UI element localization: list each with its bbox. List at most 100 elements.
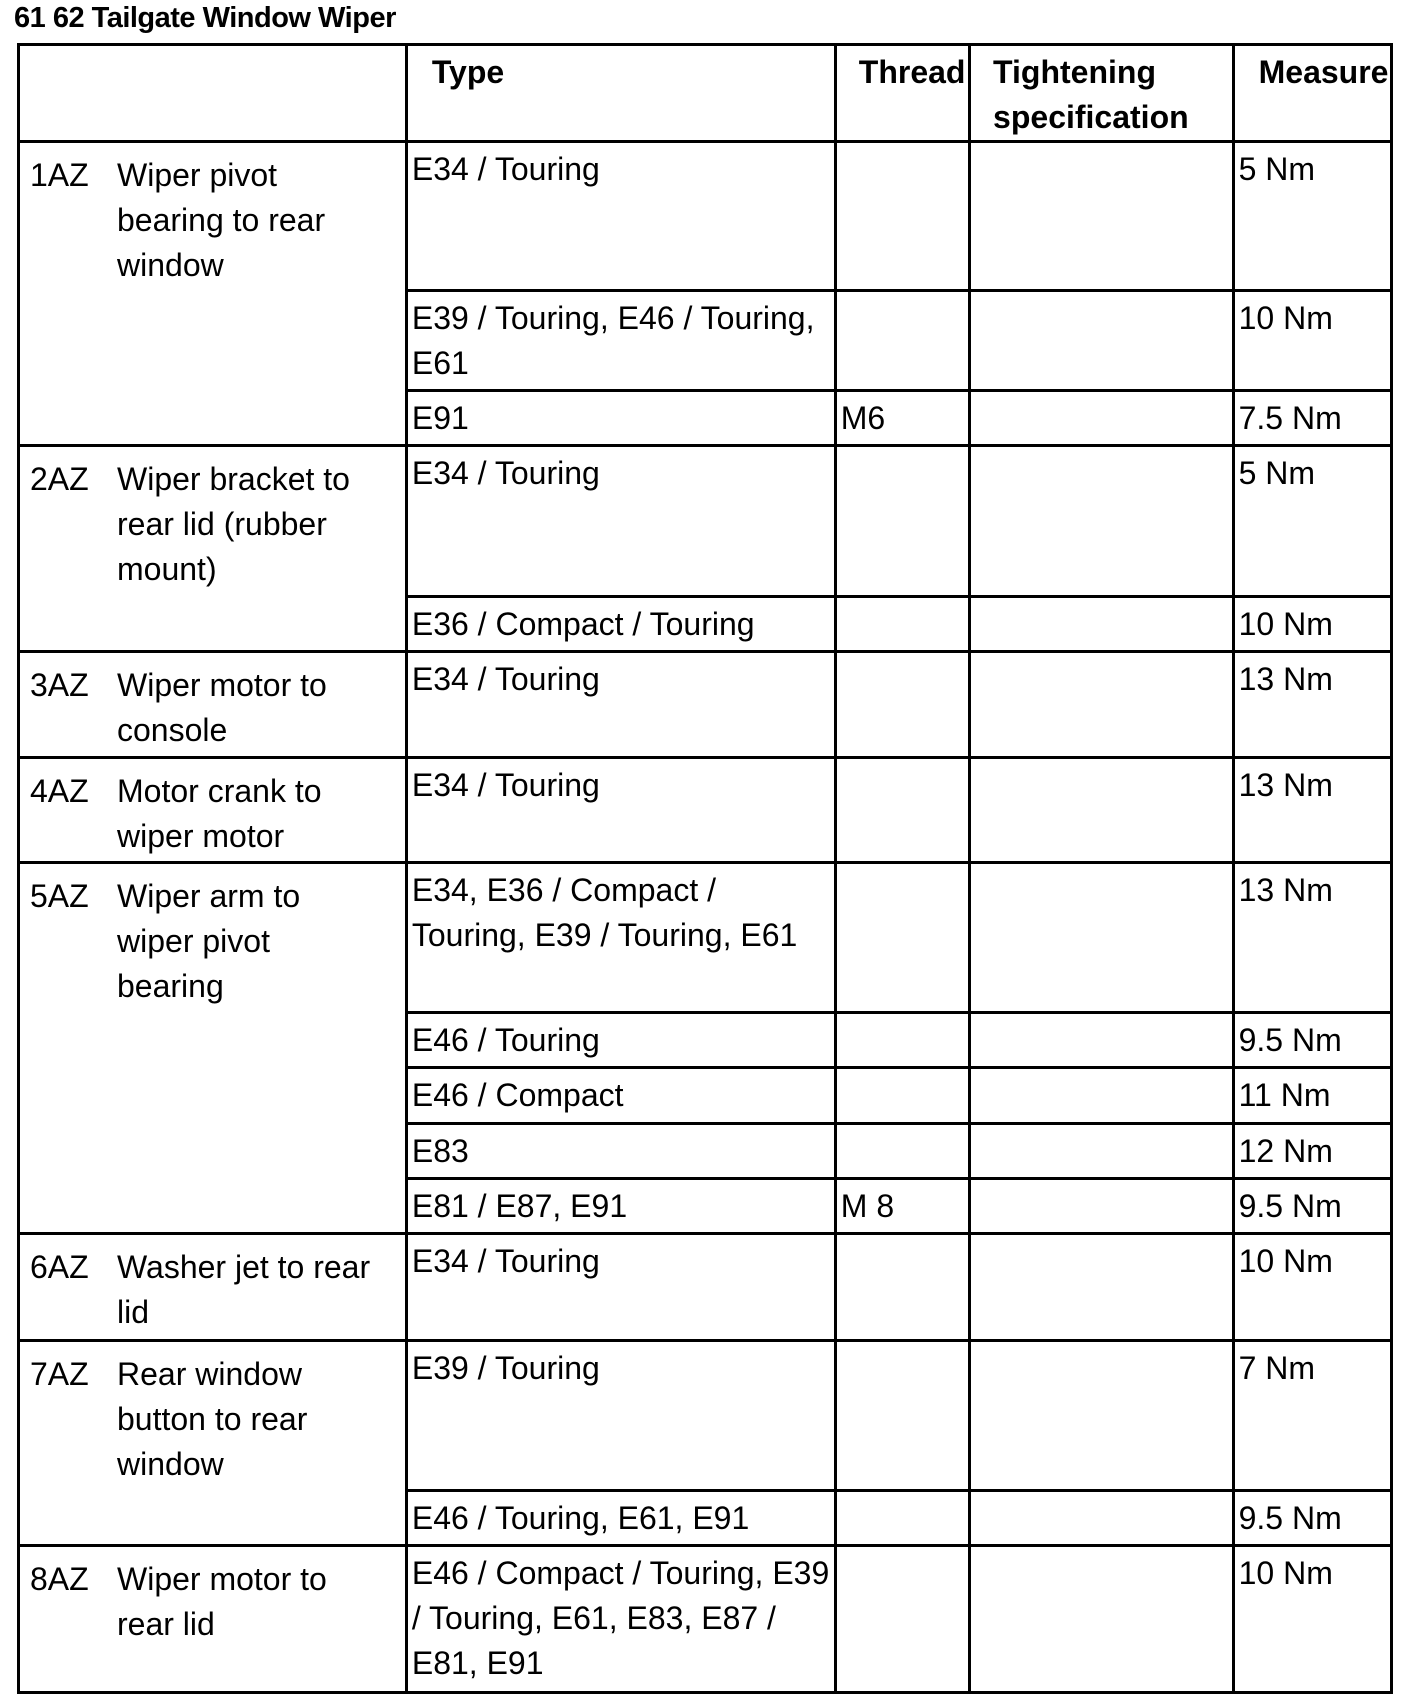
measure-cell: 10 Nm <box>1231 1544 1394 1694</box>
spec-cell <box>968 650 1235 759</box>
table-row: E91 M6 7.5 Nm <box>19 389 1394 447</box>
spec-cell <box>968 1011 1235 1069</box>
header-measure: Measure <box>1231 43 1394 143</box>
measure-cell: 10 Nm <box>1231 1232 1394 1342</box>
thread-cell <box>833 1066 972 1125</box>
position-description: Washer jet to rear lid <box>117 1249 371 1330</box>
position-description: Wiper motor to rear lid <box>117 1561 327 1642</box>
spec-cell <box>968 756 1235 864</box>
thread-cell <box>833 289 972 392</box>
position-cell: 4AZ Motor crank to wiper motor <box>17 756 408 864</box>
measure-cell: 7.5 Nm <box>1231 389 1394 447</box>
position-description: Wiper motor to console <box>117 667 327 748</box>
measure-cell: 9.5 Nm <box>1231 1011 1394 1069</box>
type-cell: E46 / Compact <box>404 1066 837 1125</box>
thread-cell <box>833 140 972 292</box>
position-number: 7AZ <box>30 1356 89 1392</box>
type-cell: E34 / Touring <box>404 756 837 864</box>
thread-cell <box>833 1489 972 1547</box>
header-type: Type <box>404 43 837 143</box>
position-cell: 5AZ Wiper arm to wiper pivot bearing <box>17 861 408 1235</box>
type-cell: E91 <box>404 389 837 447</box>
thread-cell <box>833 444 972 598</box>
type-cell: E36 / Compact / Touring <box>404 595 837 653</box>
position-description: Motor crank to wiper motor <box>117 773 322 854</box>
position-description: Wiper arm to wiper pivot bearing <box>117 878 301 1004</box>
measure-cell: 7 Nm <box>1231 1339 1394 1492</box>
type-cell: E46 / Touring, E61, E91 <box>404 1489 837 1547</box>
header-position <box>17 43 408 143</box>
measure-cell: 13 Nm <box>1231 650 1394 759</box>
position-number: 2AZ <box>30 461 89 497</box>
thread-cell <box>833 1122 972 1180</box>
thread-cell: M 8 <box>833 1177 972 1235</box>
thread-cell <box>833 1011 972 1069</box>
position-number: 3AZ <box>30 667 89 703</box>
position-cell: 7AZ Rear window button to rear window <box>17 1339 408 1547</box>
thread-cell <box>833 756 972 864</box>
position-cell: 1AZ Wiper pivot bearing to rear window <box>17 140 408 447</box>
spec-cell <box>968 595 1235 653</box>
position-number: 8AZ <box>30 1561 89 1597</box>
position-cell: 2AZ Wiper bracket to rear lid (rubber mou… <box>17 444 408 653</box>
table-row: E36 / Compact / Touring 10 Nm <box>19 595 1394 653</box>
position-number: 1AZ <box>30 157 89 193</box>
table-row: E39 / Touring, E46 / Touring, E61 10 Nm <box>19 289 1394 392</box>
position-number: 5AZ <box>30 878 89 914</box>
thread-cell <box>833 650 972 759</box>
spec-cell <box>968 1122 1235 1180</box>
measure-cell: 13 Nm <box>1231 756 1394 864</box>
table-row: 5AZ Wiper arm to wiper pivot bearing E34, … <box>17 861 1394 1235</box>
table-row: E46 / Compact 11 Nm <box>19 1066 1394 1125</box>
spec-cell <box>968 1489 1235 1547</box>
table-row: 6AZ Washer jet to rear lid E34 / Touring 10… <box>17 1232 1394 1342</box>
spec-cell <box>968 389 1235 447</box>
spec-cell <box>968 1339 1235 1492</box>
table-row: 7AZ Rear window button to rear window E39 … <box>17 1339 1394 1547</box>
spec-cell <box>968 289 1235 392</box>
header-spec: Tightening specification <box>968 43 1235 143</box>
position-number: 4AZ <box>30 773 89 809</box>
position-description: Wiper pivot bearing to rear window <box>117 157 326 283</box>
type-cell: E46 / Touring <box>404 1011 837 1069</box>
type-cell: E83 <box>404 1122 837 1180</box>
spec-cell <box>968 1177 1235 1235</box>
table-row: E83 12 Nm <box>19 1122 1394 1180</box>
spec-cell <box>968 1232 1235 1342</box>
spec-cell <box>968 444 1235 598</box>
table-row: 1AZ Wiper pivot bearing to rear window E34… <box>17 140 1394 447</box>
position-cell: 8AZ Wiper motor to rear lid <box>17 1544 408 1694</box>
measure-cell: 12 Nm <box>1231 1122 1394 1180</box>
table-row: E46 / Touring, E61, E91 9.5 Nm <box>19 1489 1394 1547</box>
table-row: E81 / E87, E91 M 8 9.5 Nm <box>19 1177 1394 1235</box>
measure-cell: 11 Nm <box>1231 1066 1394 1125</box>
measure-cell: 9.5 Nm <box>1231 1489 1394 1547</box>
table-row: 4AZ Motor crank to wiper motor E34 / Touri… <box>17 756 1394 864</box>
measure-cell: 10 Nm <box>1231 289 1394 392</box>
table-row: 2AZ Wiper bracket to rear lid (rubber mou… <box>17 444 1394 653</box>
thread-cell <box>833 595 972 653</box>
header-row: Type Thread Tightening specification Mea… <box>17 43 1394 143</box>
spec-cell <box>968 1066 1235 1125</box>
type-cell: E34 / Touring <box>404 140 837 292</box>
spec-cell <box>968 1544 1235 1694</box>
position-description: Wiper bracket to rear lid (rubber mount) <box>117 461 350 587</box>
thread-cell <box>833 1232 972 1342</box>
type-cell: E34 / Touring <box>404 1232 837 1342</box>
type-cell: E34 / Touring <box>404 444 837 598</box>
table-row: E46 / Touring 9.5 Nm <box>19 1011 1394 1069</box>
type-cell: E34, E36 / Compact / Touring, E39 / Tour… <box>404 861 837 1014</box>
table-row: 3AZ Wiper motor to console E34 / Touring 13… <box>17 650 1394 759</box>
measure-cell: 5 Nm <box>1231 444 1394 598</box>
thread-cell <box>833 1339 972 1492</box>
measure-cell: 5 Nm <box>1231 140 1394 292</box>
type-cell: E39 / Touring <box>404 1339 837 1492</box>
type-cell: E39 / Touring, E46 / Touring, E61 <box>404 289 837 392</box>
measure-cell: 9.5 Nm <box>1231 1177 1394 1235</box>
table-row: 8AZ Wiper motor to rear lid E46 / Compact … <box>17 1544 1394 1694</box>
type-cell: E46 / Compact / Touring, E39 / Touring, … <box>404 1544 837 1694</box>
position-cell: 3AZ Wiper motor to console <box>17 650 408 759</box>
thread-cell <box>833 861 972 1014</box>
measure-cell: 13 Nm <box>1231 861 1394 1014</box>
measure-cell: 10 Nm <box>1231 595 1394 653</box>
